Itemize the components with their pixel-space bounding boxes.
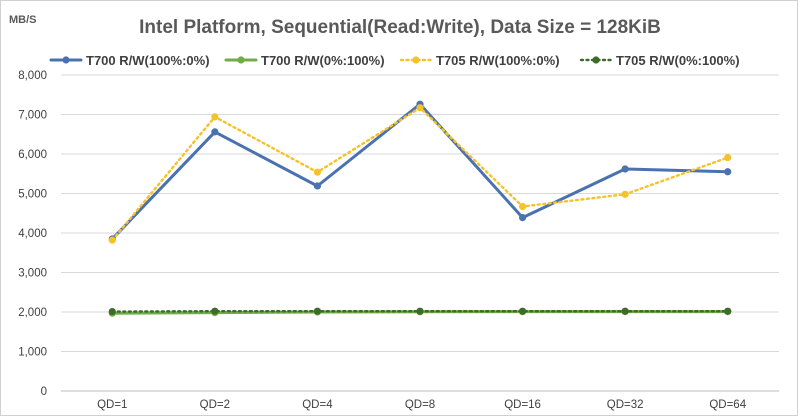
y-tick-label: 0 [41,386,47,398]
series-1 [109,101,732,243]
data-point [109,308,116,315]
legend-item: T700 R/W(100%:0%) [51,53,210,68]
data-point [314,169,321,176]
y-tick-label: 8,000 [18,70,47,82]
data-point [724,308,731,315]
data-point [416,104,423,111]
series-layer [109,101,732,317]
data-point [211,128,218,135]
legend-item: T700 R/W(0%:100%) [226,53,385,68]
data-point [724,154,731,161]
chart-title: Intel Platform, Sequential(Read:Write), … [139,17,661,38]
x-tick-label: QD=32 [607,399,644,411]
y-axis-tick-labels: 0 1,000 2,000 3,000 4,000 5,000 6,000 7,000 8,00… [18,70,47,398]
legend: T700 R/W(100%:0%) T700 R/W(0%:100%) T705 R… [51,53,740,68]
y-tick-label: 5,000 [18,189,47,201]
gridlines [61,75,779,391]
data-point [622,165,629,172]
legend-swatch-marker [62,56,69,63]
legend-item: T705 R/W(100%:0%) [401,53,560,68]
x-tick-label: QD=1 [97,399,127,411]
y-tick-label: 7,000 [18,110,47,122]
series-line [112,104,727,239]
y-tick-label: 2,000 [18,307,47,319]
data-point [519,308,526,315]
legend-label: T705 R/W(0%:100%) [616,53,740,68]
y-tick-label: 1,000 [18,347,47,359]
data-point [416,308,423,315]
data-point [211,113,218,120]
x-tick-label: QD=8 [405,399,435,411]
data-point [724,168,731,175]
legend-swatch-marker [592,56,599,63]
y-tick-label: 3,000 [18,268,47,280]
x-tick-label: QD=64 [709,399,746,411]
legend-swatch-marker [237,56,244,63]
legend-label: T700 R/W(100%:0%) [86,53,210,68]
legend-swatch-marker [412,56,419,63]
y-tick-label: 4,000 [18,228,47,240]
series-line [112,108,727,240]
x-tick-label: QD=2 [200,399,230,411]
legend-item: T705 R/W(0%:100%) [581,53,740,68]
data-point [519,214,526,221]
x-tick-label: QD=4 [302,399,333,411]
data-point [211,308,218,315]
y-axis-unit-label: MB/S [9,14,37,26]
data-point [519,203,526,210]
data-point [109,237,116,244]
y-tick-label: 6,000 [18,149,47,161]
x-axis-tick-labels: QD=1 QD=2 QD=4 QD=8 QD=16 QD=32 QD=64 [97,399,747,411]
legend-label: T700 R/W(0%:100%) [261,53,385,68]
data-point [314,308,321,315]
data-point [314,182,321,189]
legend-label: T705 R/W(100%:0%) [436,53,560,68]
series-3 [109,104,732,244]
data-point [622,191,629,198]
data-point [622,308,629,315]
x-tick-label: QD=16 [504,399,541,411]
